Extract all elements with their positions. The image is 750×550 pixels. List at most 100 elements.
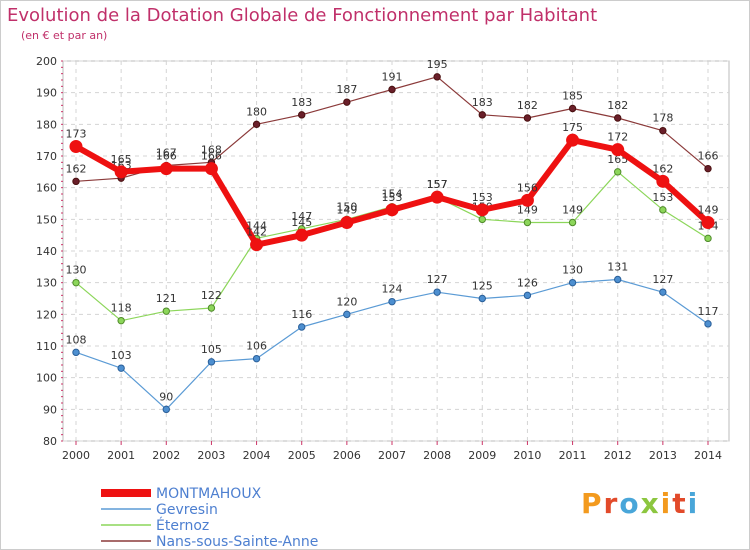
- chart-title: Evolution de la Dotation Globale de Fonc…: [7, 5, 598, 26]
- x-tick-label: 2008: [423, 449, 451, 462]
- x-tick-label: 2006: [333, 449, 361, 462]
- y-tick-label: 80: [43, 435, 57, 448]
- data-point-gevresin: [568, 278, 577, 287]
- data-label-nans-sous-sainte-anne: 180: [246, 105, 267, 118]
- data-label-eternoz: 149: [517, 204, 538, 217]
- data-label-eternoz: 122: [201, 289, 222, 302]
- data-point-eternoz: [568, 218, 577, 227]
- data-label-gevresin: 124: [382, 283, 403, 296]
- data-point-gevresin: [72, 348, 80, 357]
- x-tick-label: 2012: [604, 449, 632, 462]
- legend-label: Nans-sous-Sainte-Anne: [156, 534, 318, 549]
- data-point-montmahoux: [159, 162, 173, 176]
- data-point-montmahoux: [475, 203, 489, 217]
- data-point-montmahoux: [250, 238, 264, 252]
- data-label-gevresin: 120: [336, 295, 357, 308]
- data-point-gevresin: [704, 320, 712, 328]
- data-label-nans-sous-sainte-anne: 183: [472, 96, 493, 109]
- data-point-montmahoux: [566, 133, 580, 147]
- data-point-nans-sous-sainte-anne: [704, 164, 712, 173]
- data-point-montmahoux: [114, 165, 128, 179]
- data-label-nans-sous-sainte-anne: 191: [382, 71, 403, 84]
- data-label-eternoz: 149: [562, 204, 583, 217]
- data-label-montmahoux: 149: [336, 204, 357, 217]
- y-tick-label: 110: [36, 340, 57, 353]
- y-tick-label: 140: [36, 245, 57, 258]
- legend-label: Gevresin: [156, 502, 218, 518]
- logo-letter: x: [640, 487, 661, 520]
- data-point-gevresin: [162, 405, 170, 414]
- data-label-eternoz: 121: [156, 292, 177, 305]
- data-label-eternoz: 153: [652, 191, 673, 204]
- data-label-montmahoux: 153: [382, 191, 403, 204]
- x-tick-label: 2010: [513, 449, 541, 462]
- data-point-gevresin: [252, 354, 261, 363]
- data-point-montmahoux: [701, 216, 715, 229]
- x-tick-label: 2011: [559, 449, 587, 462]
- data-point-gevresin: [659, 288, 667, 296]
- data-point-montmahoux: [656, 174, 670, 188]
- data-point-gevresin: [388, 297, 396, 306]
- legend-label: MONTMAHOUX: [156, 486, 262, 502]
- data-label-gevresin: 105: [201, 343, 222, 356]
- data-point-eternoz: [704, 234, 712, 243]
- logo-letter: o: [619, 487, 641, 520]
- data-point-nans-sous-sainte-anne: [614, 114, 622, 122]
- x-tick-label: 2013: [649, 449, 677, 462]
- data-point-montmahoux: [295, 228, 309, 242]
- data-label-montmahoux: 173: [66, 128, 87, 141]
- data-label-gevresin: 131: [607, 261, 628, 274]
- data-point-nans-sous-sainte-anne: [433, 73, 441, 81]
- data-point-gevresin: [523, 291, 532, 300]
- y-tick-label: 180: [36, 118, 57, 131]
- data-point-gevresin: [298, 323, 306, 331]
- y-tick-label: 120: [36, 308, 57, 321]
- data-label-gevresin: 103: [111, 349, 132, 362]
- y-tick-label: 190: [36, 87, 57, 100]
- data-point-nans-sous-sainte-anne: [523, 114, 532, 122]
- x-tick-label: 2007: [378, 449, 406, 462]
- x-tick-label: 2002: [152, 449, 180, 462]
- y-tick-label: 200: [36, 55, 57, 68]
- data-label-montmahoux: 142: [246, 226, 267, 239]
- data-point-gevresin: [478, 294, 486, 303]
- data-label-gevresin: 116: [291, 308, 312, 321]
- logo-letter: i: [660, 487, 673, 520]
- data-label-eternoz: 157: [427, 178, 448, 191]
- data-point-nans-sous-sainte-anne: [659, 126, 667, 135]
- data-label-montmahoux: 162: [652, 162, 673, 175]
- data-point-eternoz: [523, 218, 532, 227]
- data-label-nans-sous-sainte-anne: 187: [336, 83, 357, 96]
- data-point-eternoz: [659, 206, 667, 214]
- x-tick-label: 2000: [62, 449, 90, 462]
- data-point-montmahoux: [204, 162, 218, 176]
- data-label-nans-sous-sainte-anne: 178: [652, 112, 673, 125]
- data-label-nans-sous-sainte-anne: 182: [517, 99, 538, 112]
- logo-letter: t: [672, 487, 688, 520]
- x-tick-label: 2005: [288, 449, 316, 462]
- data-label-montmahoux: 175: [562, 121, 583, 134]
- data-label-montmahoux: 153: [472, 191, 493, 204]
- data-label-gevresin: 127: [652, 273, 673, 286]
- y-tick-label: 90: [43, 403, 57, 416]
- data-label-eternoz: 144: [246, 219, 267, 232]
- data-point-montmahoux: [340, 216, 354, 229]
- data-point-nans-sous-sainte-anne: [568, 104, 577, 113]
- data-point-nans-sous-sainte-anne: [72, 177, 80, 186]
- data-label-montmahoux: 149: [698, 204, 719, 217]
- y-tick-label: 150: [36, 213, 57, 226]
- data-label-montmahoux: 165: [111, 153, 132, 166]
- data-label-nans-sous-sainte-anne: 168: [201, 143, 222, 156]
- data-label-gevresin: 108: [66, 333, 87, 346]
- data-point-montmahoux: [520, 193, 534, 207]
- data-point-montmahoux: [430, 190, 444, 204]
- x-tick-label: 2009: [468, 449, 496, 462]
- data-point-eternoz: [478, 215, 486, 224]
- data-point-nans-sous-sainte-anne: [478, 111, 486, 119]
- data-label-nans-sous-sainte-anne: 183: [291, 96, 312, 109]
- data-label-gevresin: 126: [517, 276, 538, 289]
- data-point-gevresin: [207, 358, 216, 366]
- data-label-eternoz: 150: [336, 200, 357, 213]
- chart-subtitle: (en € et par an): [21, 29, 108, 42]
